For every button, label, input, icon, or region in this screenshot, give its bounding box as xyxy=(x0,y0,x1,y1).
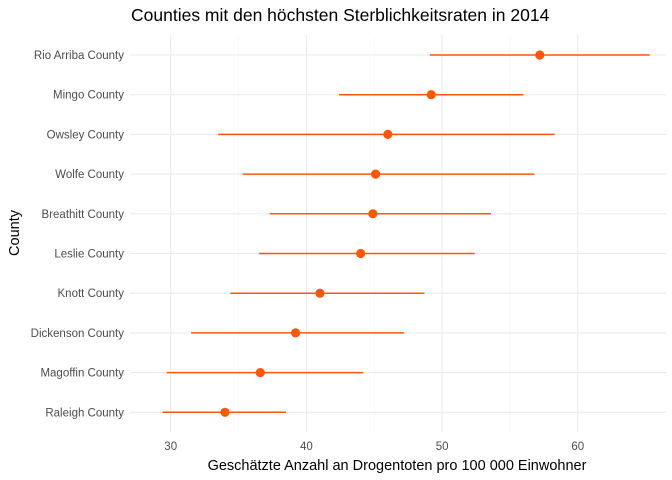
x-tick-label: 50 xyxy=(436,441,449,453)
y-tick-label: Owsley County xyxy=(47,129,125,141)
data-point xyxy=(255,368,265,378)
x-tick-label: 40 xyxy=(300,441,313,453)
y-tick-label: Raleigh County xyxy=(45,407,124,419)
x-tick-label: 30 xyxy=(164,441,177,453)
y-tick-label: Breathitt County xyxy=(42,209,125,221)
data-point xyxy=(535,50,545,60)
y-tick-label: Mingo County xyxy=(53,90,124,102)
data-point xyxy=(290,328,301,338)
data-point xyxy=(371,169,381,179)
y-axis-title: County xyxy=(7,209,23,256)
y-tick-label: Wolfe County xyxy=(55,169,124,181)
data-point xyxy=(383,129,393,139)
data-point xyxy=(220,407,230,417)
y-tick-label: Leslie County xyxy=(54,249,124,261)
y-tick-label: Rio Arriba County xyxy=(34,50,124,62)
chart-title: Counties mit den höchsten Sterblichkeits… xyxy=(131,5,550,25)
data-point xyxy=(368,209,378,219)
data-point xyxy=(426,90,436,100)
data-point xyxy=(315,288,325,298)
x-axis-title: Geschätzte Anzahl an Drogentoten pro 100… xyxy=(208,458,587,474)
y-axis-tick-labels: Rio Arriba County Mingo County Owsley Coun… xyxy=(31,50,125,419)
y-tick-label: Dickenson County xyxy=(31,328,125,340)
y-tick-label: Knott County xyxy=(58,288,125,300)
y-tick-label: Magoffin County xyxy=(40,368,124,380)
x-axis-tick-labels: 30 40 50 60 xyxy=(164,441,584,453)
data-series xyxy=(162,50,650,417)
x-tick-label: 60 xyxy=(571,441,584,453)
data-point xyxy=(356,248,366,259)
